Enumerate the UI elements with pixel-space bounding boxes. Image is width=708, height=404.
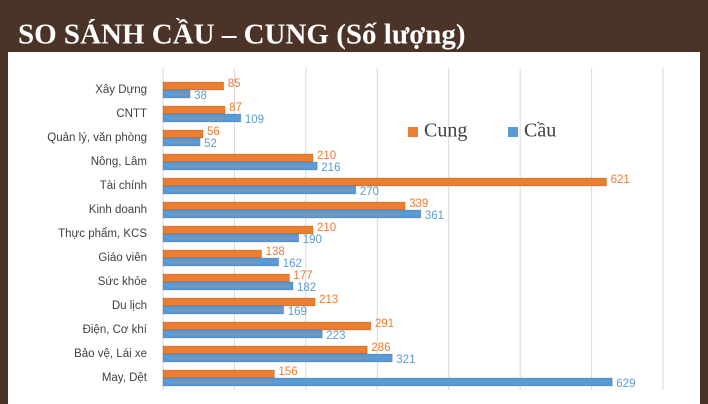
y-tick-label: Xây Dựng [95, 84, 147, 96]
bar [162, 225, 314, 235]
value-label: 162 [283, 258, 302, 270]
y-tick-label: CNTT [116, 108, 147, 120]
bar [162, 153, 314, 163]
y-tick-label: Du lịch [112, 300, 147, 312]
y-tick-label: Tài chính [100, 180, 147, 192]
value-label: 85 [228, 78, 241, 90]
bar [162, 281, 294, 291]
value-label: 210 [317, 150, 336, 162]
chart-panel [8, 52, 700, 404]
value-label: 109 [245, 114, 264, 126]
bar [162, 249, 263, 259]
bar [162, 297, 316, 307]
value-label: 177 [293, 270, 312, 282]
value-label: 182 [297, 282, 316, 294]
y-tick-label: May, Dệt [102, 372, 148, 384]
value-label: 213 [319, 294, 338, 306]
bar [162, 257, 280, 267]
y-tick-label: Kinh doanh [89, 204, 147, 216]
bar [162, 377, 613, 387]
value-label: 361 [425, 210, 444, 222]
value-label: 52 [204, 138, 217, 150]
value-label: 156 [278, 366, 297, 378]
value-label: 629 [616, 378, 635, 390]
bar [162, 233, 300, 243]
value-label: 138 [266, 246, 285, 258]
y-tick-label: Điện, Cơ khí [83, 324, 148, 336]
y-tick-label: Thực phẩm, KCS [58, 228, 147, 240]
bar [162, 201, 406, 211]
value-label: 169 [288, 306, 307, 318]
bar [162, 129, 204, 139]
bar [162, 105, 226, 115]
bar [162, 177, 608, 187]
bar [162, 89, 191, 99]
y-tick-label: Bảo vệ, Lái xe [74, 348, 147, 360]
value-label: 216 [321, 162, 340, 174]
bar [162, 185, 357, 195]
y-tick-label: Sức khỏe [98, 276, 147, 288]
bar [162, 345, 368, 355]
bar [162, 209, 422, 219]
legend-swatch [408, 127, 418, 137]
value-label: 223 [326, 330, 345, 342]
bar [162, 321, 372, 331]
value-label: 56 [207, 126, 220, 138]
bar [162, 81, 225, 91]
value-label: 291 [375, 318, 394, 330]
value-label: 270 [360, 186, 379, 198]
value-label: 38 [194, 90, 207, 102]
y-tick-label: Nông, Lâm [91, 156, 147, 168]
bar [162, 369, 275, 379]
bar [162, 305, 285, 315]
value-label: 286 [371, 342, 390, 354]
bar [162, 137, 201, 147]
legend-label: Cung [424, 120, 467, 142]
value-label: 210 [317, 222, 336, 234]
slide-title: SO SÁNH CẦU – CUNG (Số lượng) [18, 17, 466, 51]
value-label: 621 [611, 174, 630, 186]
value-label: 339 [409, 198, 428, 210]
y-tick-label: Quản lý, văn phòng [47, 132, 147, 144]
value-label: 190 [303, 234, 322, 246]
bar [162, 113, 242, 123]
legend-swatch [508, 127, 518, 137]
bar [162, 273, 290, 283]
bar [162, 353, 393, 363]
value-label: 321 [396, 354, 415, 366]
y-tick-label: Giáo viên [98, 252, 147, 264]
bar [162, 161, 318, 171]
legend-label: Cầu [524, 120, 556, 142]
bar [162, 329, 323, 339]
value-label: 87 [229, 102, 242, 114]
